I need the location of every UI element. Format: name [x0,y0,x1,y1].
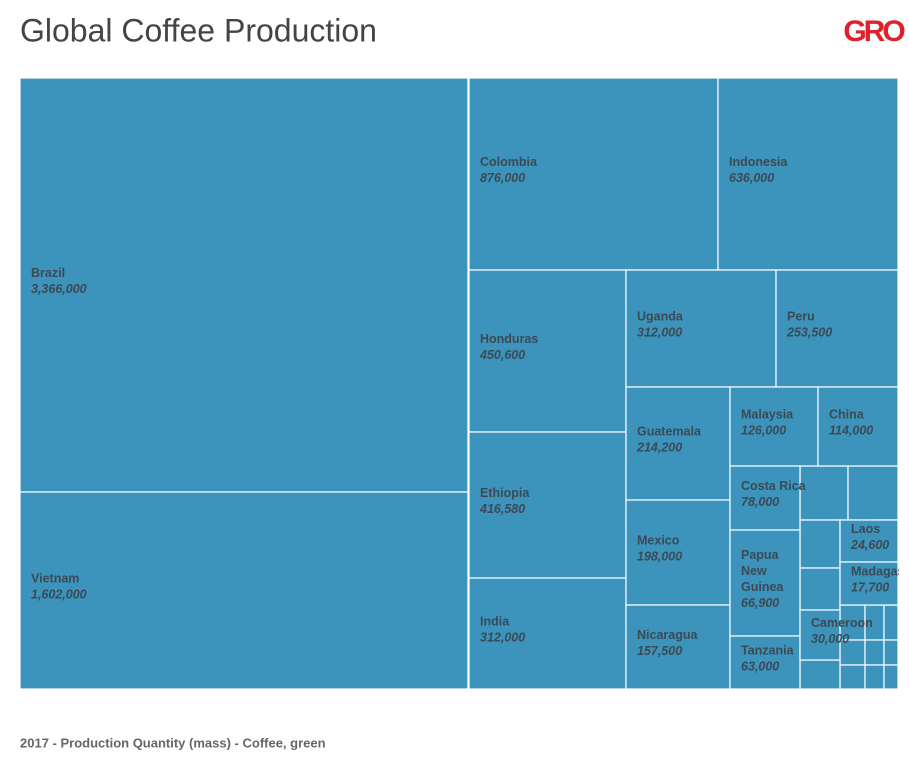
cell [883,664,899,690]
value-label: 214,200 [636,441,682,455]
treemap: Brazil 3,366,000 Vietnam 1,602,000 Colombia 8… [20,78,909,690]
cell-label: Guatemala [637,425,702,439]
cell-label: Costa Rica [741,479,807,493]
cell [883,604,899,641]
cell-label: Colombia [480,155,538,169]
cell-label: Peru [787,310,815,324]
cell-label: Uganda [637,310,684,324]
value-label: 17,700 [851,581,889,595]
cell [839,519,899,563]
cell [729,465,801,531]
cell-label: Indonesia [729,155,788,169]
cell [839,561,899,606]
cell [20,78,469,493]
cell [839,664,866,690]
value-label: 253,500 [786,326,832,340]
value-label: 312,000 [637,326,682,340]
cell-label: Honduras [480,332,538,346]
cell-label: Papua New Guinea [741,548,784,594]
cell-label: Nicaragua [637,628,698,642]
cell-label: Tanzania [741,644,795,658]
cell-label: Malaysia [741,408,794,422]
cell-label: Vietnam [31,572,79,586]
cell [468,78,719,271]
cell-label: Cameroon [811,616,873,630]
cell-label: Laos [851,522,880,536]
cell [799,659,841,690]
cell [799,519,841,569]
value-label: 30,000 [811,632,849,646]
value-label: 1,602,000 [31,588,87,602]
value-label: 126,000 [741,424,786,438]
cell-label: Mexico [637,534,680,548]
cell-label: Ethiopia [480,486,530,500]
value-label: 114,000 [829,424,873,438]
value-label: 3,366,000 [31,282,87,296]
cell-label: Brazil [31,266,65,280]
cell [20,491,469,690]
cell [883,639,899,666]
cell [468,431,627,579]
cell [717,78,899,271]
logo: GRO [843,15,905,48]
value-label: 312,000 [480,631,525,645]
cell [864,639,885,666]
value-label: 78,000 [741,495,779,509]
value-label: 450,600 [479,348,525,362]
value-label: 416,580 [479,502,525,516]
cell [625,386,731,501]
cell-label: China [829,408,865,422]
value-label: 876,000 [480,171,525,185]
cell [799,609,841,661]
value-label: 24,600 [850,538,889,552]
value-label: 63,000 [741,660,779,674]
cell [625,269,777,388]
cell [799,465,849,521]
chart-title: Global Coffee Production [20,12,377,48]
cell [729,635,801,690]
cell [839,639,866,666]
cell [864,664,885,690]
cell [775,269,899,388]
caption: 2017 - Production Quantity (mass) - Coff… [20,735,326,750]
value-label: 636,000 [729,171,774,185]
value-label: 66,900 [741,596,779,610]
value-label: 157,500 [637,644,682,658]
cell [817,386,899,467]
cell [468,269,627,433]
cell-label: India [480,615,510,629]
cell [847,465,899,521]
value-label: 198,000 [637,550,682,564]
cell [625,499,731,606]
cell [729,386,819,467]
cell [729,529,801,637]
cell [625,604,731,690]
cell-label: Madagascar [851,565,909,579]
cell [799,567,841,611]
